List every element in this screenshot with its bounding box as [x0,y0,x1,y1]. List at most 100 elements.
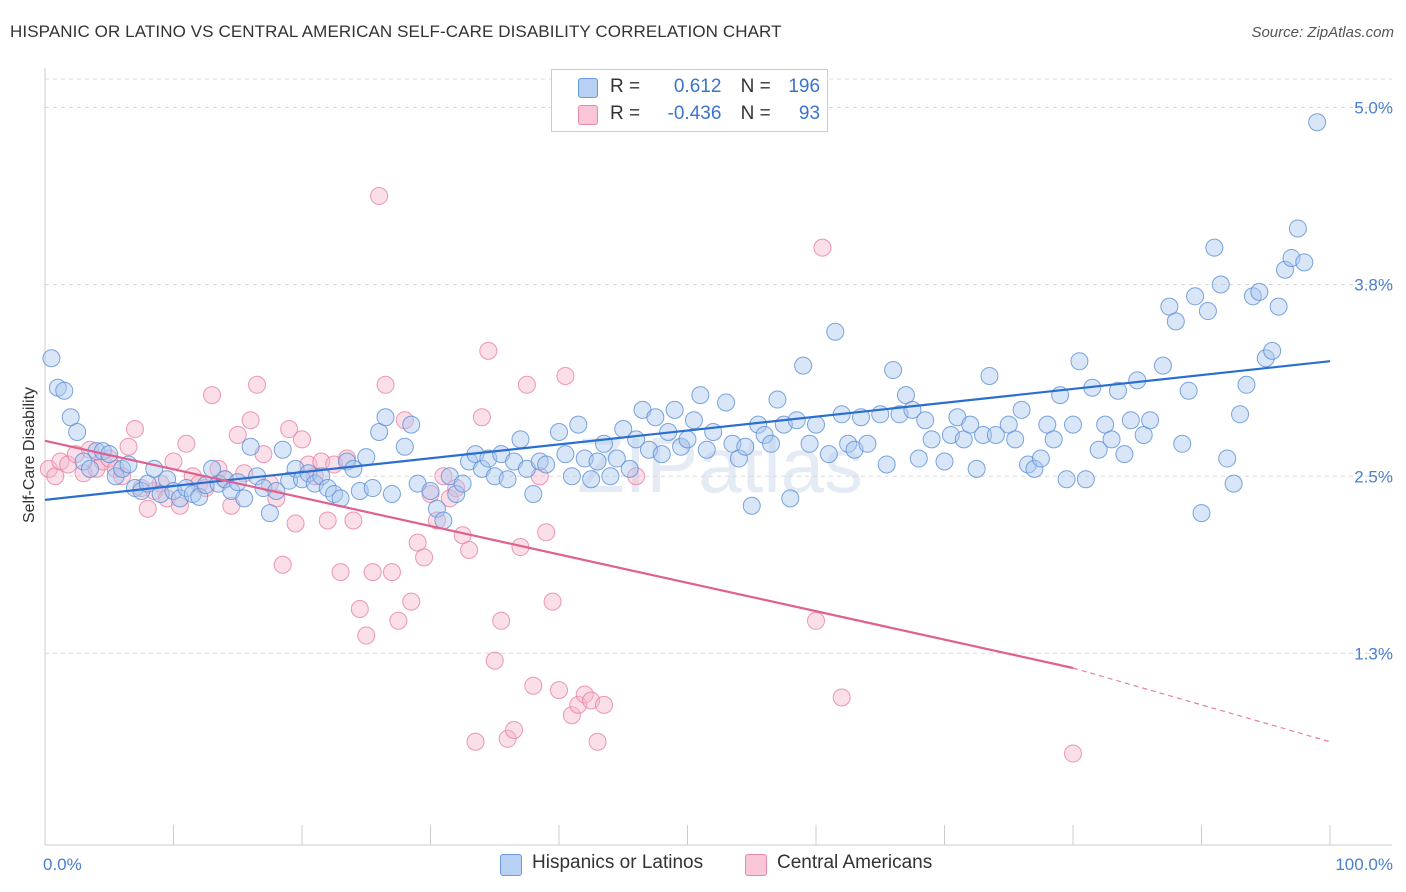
central-americans-point [286,514,305,533]
hispanics-point [781,489,800,508]
hispanics-point [1256,349,1275,368]
hispanics-point [691,386,710,405]
hispanics-point [556,445,575,464]
central-americans-point [389,611,408,630]
hispanics-point [1153,356,1172,375]
hispanics-point [1276,260,1295,279]
grid-lines [45,78,1392,654]
hispanics-point [1012,400,1031,419]
central-americans-point [280,420,299,439]
hispanics-points [42,113,1327,530]
central-americans-point [832,688,851,707]
central-americans-point [466,732,485,751]
bottom-legend-label: Central Americans [777,852,933,873]
y-tick-label: 3.8% [1354,276,1393,295]
central-americans-point [125,420,144,439]
hispanics-point [742,496,761,515]
hispanics-point [1192,504,1211,523]
legend-r-label: R = [610,76,641,97]
hispanics-point [1006,430,1025,449]
y-tick-label: 2.5% [1354,467,1393,486]
central-americans-point [138,499,157,518]
central-americans-point [588,732,607,751]
source-credit: Source: ZipAtlas.com [1251,24,1394,41]
central-americans-point [627,467,646,486]
hispanics-point [241,437,260,456]
hispanics-point [967,459,986,478]
hispanics-point [1269,297,1288,316]
hispanics-point [607,449,626,468]
pink-swatch [578,105,598,125]
central-americans-trend-extension [1072,667,1331,743]
watermark: ZIPatlas [577,421,863,509]
hispanics-point [524,484,543,503]
hispanics-point [909,449,928,468]
hispanics-point [1064,415,1082,434]
hispanics-trend-line [44,360,1331,501]
hispanics-point [858,434,877,453]
hispanics-point [1237,375,1256,394]
central-americans-point [203,386,222,405]
legend-r-value: -0.436 [667,103,722,124]
central-americans-point [498,729,517,748]
central-americans-point [550,681,568,700]
hispanics-point [1115,445,1134,464]
hispanics-point [1250,282,1269,301]
central-americans-point [472,408,491,427]
hispanics-point [986,425,1005,444]
hispanics-point [672,437,691,456]
central-americans-point [363,563,382,582]
central-americans-point [492,611,511,630]
central-americans-point [177,434,196,453]
hispanics-point [620,459,639,478]
correlation-legend: R = 0.612 N = 196 R = -0.436 N = 93 [551,69,828,132]
hispanics-point [382,484,401,503]
hispanics-point [1166,312,1185,331]
hispanics-point [601,467,620,486]
central-americans-point [517,375,536,394]
x-tick-label: 100.0% [1335,855,1393,874]
central-americans-point [293,430,311,449]
hispanics-point [826,322,845,341]
blue-swatch [500,854,522,876]
hispanics-point [1173,434,1192,453]
central-americans-point [524,676,543,695]
hispanics-point [1102,430,1121,449]
hispanics-point [717,393,736,412]
trend-lines [44,360,1331,743]
central-americans-point [556,366,575,385]
central-americans-point [248,375,267,394]
central-americans-point [434,467,453,486]
hispanics-point [916,411,935,430]
central-americans-point [543,592,562,611]
hispanics-point [498,470,517,489]
hispanics-point [550,423,568,441]
central-americans-point [209,459,228,478]
hispanics-point [665,400,684,419]
hispanics-point [1205,238,1224,257]
hispanics-point [376,408,395,427]
hispanics-point [1218,449,1237,468]
legend-r-value: 0.612 [673,76,722,97]
hispanics-point [427,499,446,518]
central-americans-point [537,523,556,542]
blue-swatch [578,78,598,98]
legend-n-label: N = [740,76,771,97]
hispanics-point [807,415,825,434]
hispanics-point [402,415,421,434]
hispanics-point [453,474,472,493]
hispanics-point [800,434,819,453]
hispanics-point [736,437,755,456]
hispanics-point [884,361,903,380]
hispanics-point [569,415,588,434]
hispanics-point [537,455,556,474]
central-americans-point [562,706,581,725]
hispanics-point [1057,470,1076,489]
central-americans-point [350,600,369,618]
central-americans-point [241,411,260,430]
legend-n-value: 93 [798,103,821,124]
central-americans-point [273,555,292,574]
central-americans-point [479,341,498,360]
central-americans-point [376,375,395,394]
